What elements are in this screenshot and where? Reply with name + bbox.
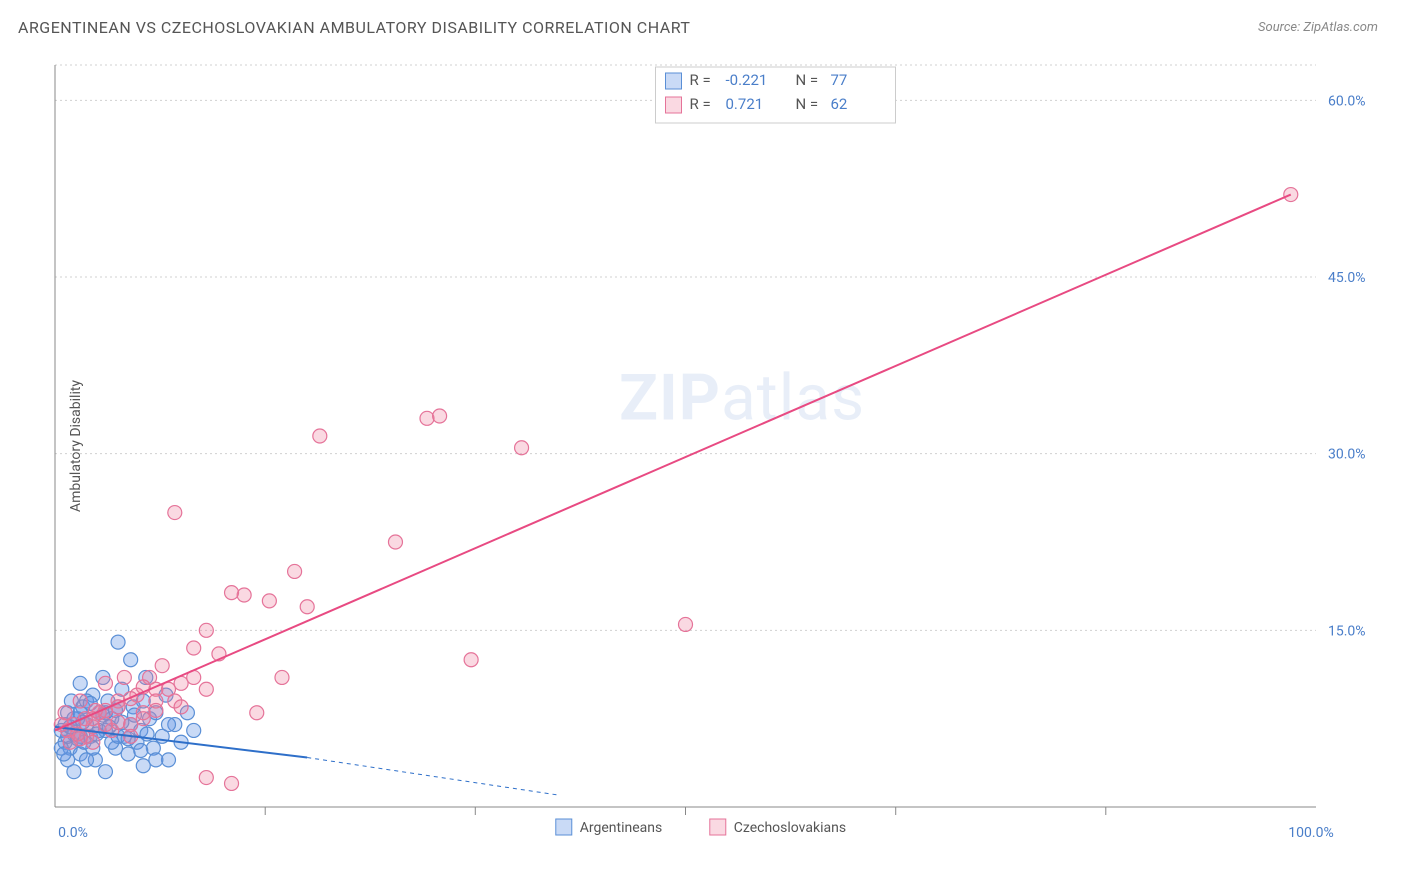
trend-line	[55, 195, 1291, 731]
scatter-point	[388, 535, 402, 549]
stats-swatch	[666, 97, 682, 113]
scatter-point	[111, 635, 125, 649]
scatter-point	[121, 747, 135, 761]
scatter-point	[515, 441, 529, 455]
scatter-point	[679, 617, 693, 631]
scatter-point	[225, 586, 239, 600]
scatter-point	[86, 735, 100, 749]
scatter-point	[161, 753, 175, 767]
scatter-point	[117, 670, 131, 684]
svg-text:30.0%: 30.0%	[1328, 447, 1366, 463]
svg-text:R =: R =	[690, 71, 711, 89]
scatter-point	[300, 600, 314, 614]
svg-text:45.0%: 45.0%	[1328, 270, 1366, 286]
scatter-point	[73, 676, 87, 690]
scatter-point	[98, 718, 112, 732]
svg-text:-0.221: -0.221	[726, 71, 768, 89]
scatter-point	[199, 682, 213, 696]
scatter-point	[149, 703, 163, 717]
svg-text:100.0%: 100.0%	[1288, 825, 1333, 841]
scatter-point	[199, 623, 213, 637]
scatter-point	[155, 659, 169, 673]
legend-label: Czechoslovakians	[734, 820, 846, 836]
scatter-chart: 15.0% 30.0% 45.0% 60.0% ZIPatlas 0.0% 100.0% R …	[50, 55, 1381, 847]
scatter-point	[464, 653, 478, 667]
scatter-point	[262, 594, 276, 608]
scatter-point	[136, 759, 150, 773]
svg-text:N =: N =	[796, 95, 819, 113]
scatter-point	[225, 776, 239, 790]
chart-svg: 15.0% 30.0% 45.0% 60.0% ZIPatlas 0.0% 100.0% R …	[50, 55, 1381, 847]
scatter-point	[134, 743, 148, 757]
svg-text:ZIPatlas: ZIPatlas	[619, 360, 865, 435]
chart-title: ARGENTINEAN VS CZECHOSLOVAKIAN AMBULATOR…	[18, 18, 690, 37]
scatter-point	[187, 723, 201, 737]
scatter-point	[136, 712, 150, 726]
scatter-point	[98, 765, 112, 779]
legend-label: Argentineans	[580, 820, 662, 836]
svg-text:77: 77	[831, 71, 848, 89]
svg-text:R =: R =	[690, 95, 711, 113]
svg-text:0.721: 0.721	[726, 95, 764, 113]
svg-text:N =: N =	[796, 71, 819, 89]
scatter-point	[111, 715, 125, 729]
scatter-point	[288, 564, 302, 578]
legend-swatch	[556, 819, 572, 835]
scatter-point	[98, 676, 112, 690]
scatter-point	[124, 653, 138, 667]
scatter-point	[161, 718, 175, 732]
svg-text:0.0%: 0.0%	[58, 825, 88, 841]
scatter-point	[67, 765, 81, 779]
scatter-point	[149, 753, 163, 767]
stats-swatch	[666, 73, 682, 89]
scatter-point	[313, 429, 327, 443]
scatter-point	[433, 409, 447, 423]
scatter-point	[250, 706, 264, 720]
svg-text:15.0%: 15.0%	[1328, 623, 1366, 639]
scatter-point	[168, 506, 182, 520]
svg-text:60.0%: 60.0%	[1328, 93, 1366, 109]
scatter-point	[187, 641, 201, 655]
scatter-point	[199, 771, 213, 785]
svg-text:62: 62	[831, 95, 848, 113]
trend-line-dash	[307, 758, 559, 796]
scatter-point	[237, 588, 251, 602]
scatter-point	[420, 411, 434, 425]
scatter-point	[80, 753, 94, 767]
scatter-point	[275, 670, 289, 684]
scatter-point	[73, 694, 87, 708]
legend-swatch	[710, 819, 726, 835]
scatter-point	[174, 700, 188, 714]
source-label: Source: ZipAtlas.com	[1258, 20, 1378, 35]
